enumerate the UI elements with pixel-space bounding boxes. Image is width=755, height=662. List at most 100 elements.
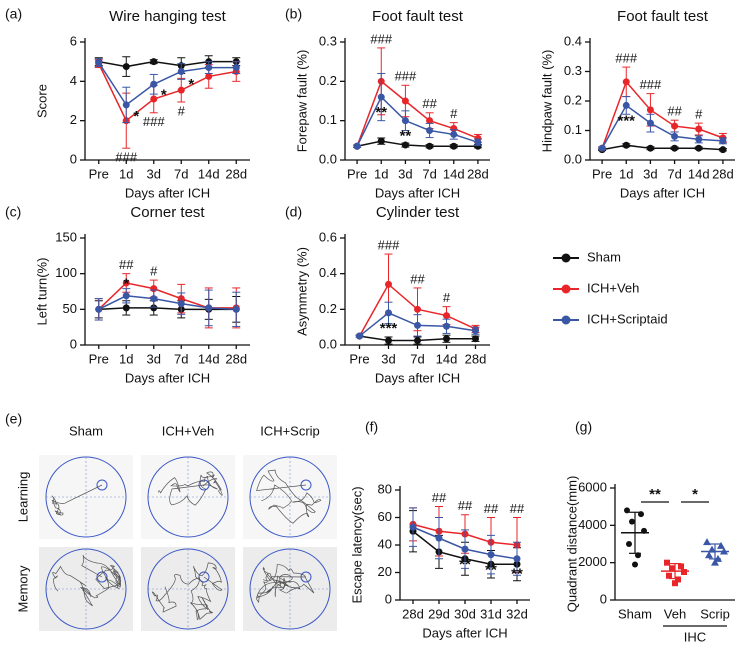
y-axis-label: Quadrant distance(mm) xyxy=(564,476,579,613)
data-point xyxy=(414,305,421,313)
swim-path xyxy=(52,554,122,607)
x-tick-label: 7d xyxy=(174,351,188,366)
y-axis-label: Escape latency(sec) xyxy=(349,486,364,603)
data-point xyxy=(646,106,654,114)
y-tick-label: 0.3 xyxy=(319,33,337,48)
data-point xyxy=(443,335,450,343)
data-point xyxy=(385,280,392,288)
data-point xyxy=(435,534,443,542)
legend-label: ICH+Scriptaid xyxy=(587,311,668,326)
legend-marker xyxy=(561,315,571,325)
data-point xyxy=(622,78,630,86)
significance-mark: ### xyxy=(378,237,400,252)
data-point xyxy=(678,563,684,570)
significance-mark: ** xyxy=(485,562,497,579)
significance-mark: # xyxy=(178,103,186,118)
x-tick-label: 1d xyxy=(374,166,388,181)
swim-path xyxy=(51,484,103,516)
data-point xyxy=(401,97,409,105)
data-point xyxy=(150,295,158,303)
significance-mark: ** xyxy=(459,556,471,573)
data-point xyxy=(675,576,681,583)
y-tick-label: 0.2 xyxy=(319,301,337,316)
data-point xyxy=(671,132,679,140)
x-tick-label: 28d xyxy=(225,351,247,366)
data-point xyxy=(150,80,158,88)
data-point xyxy=(122,292,130,300)
x-tick-label: 7d xyxy=(667,166,681,181)
legend-marker xyxy=(561,284,571,294)
x-tick-label: 3d xyxy=(147,351,161,366)
x-tick-label: 7d xyxy=(174,166,188,181)
data-point xyxy=(177,68,185,75)
x-tick-label: 32d xyxy=(506,606,528,621)
x-axis-label: Days after ICH xyxy=(620,185,705,200)
legend-label: Sham xyxy=(587,249,621,264)
data-point xyxy=(122,279,130,287)
significance-mark: ### xyxy=(640,77,662,92)
x-tick-label: 1d xyxy=(119,166,133,181)
y-tick-label: 0.4 xyxy=(319,265,337,280)
x-tick-label: 30d xyxy=(454,606,476,621)
sd-bar xyxy=(669,562,681,580)
sd-bar xyxy=(709,543,721,560)
x-tick-label: Pre xyxy=(592,166,612,181)
data-point xyxy=(205,304,213,312)
significance-mark: ### xyxy=(395,69,417,84)
series-line xyxy=(98,63,237,122)
panel-label: (f) xyxy=(365,419,378,435)
column-label: ICH+Veh xyxy=(162,423,214,438)
data-point xyxy=(672,580,678,587)
y-tick-label: 0.1 xyxy=(564,122,582,137)
data-point xyxy=(150,95,158,103)
data-point xyxy=(671,122,679,130)
x-tick-label: 7d xyxy=(422,166,436,181)
x-axis-label: Days after ICH xyxy=(375,370,460,385)
y-tick-label: 4 xyxy=(70,73,77,88)
platform xyxy=(300,479,312,491)
panel-label: (a) xyxy=(5,6,22,22)
y-tick-label: 0.6 xyxy=(319,229,337,244)
x-tick-label: 3d xyxy=(381,351,395,366)
significance-mark: ** xyxy=(649,486,661,503)
significance-mark: # xyxy=(443,290,451,305)
significance-mark: ## xyxy=(119,257,134,272)
data-point xyxy=(385,337,392,345)
significance-mark: ## xyxy=(510,501,525,516)
x-tick-label: 14d xyxy=(198,166,220,181)
y-tick-label: 0.1 xyxy=(319,112,337,127)
data-point xyxy=(450,130,458,138)
significance-mark: ## xyxy=(484,501,499,516)
significance-mark: ** xyxy=(400,128,412,145)
data-point xyxy=(669,565,675,572)
x-axis-label: Days after ICH xyxy=(375,185,460,200)
x-tick-label: 1d xyxy=(119,351,133,366)
x-tick-label: Pre xyxy=(89,166,109,181)
x-tick-label: 1d xyxy=(619,166,633,181)
data-point xyxy=(472,327,479,335)
y-axis-label: Left turn(%) xyxy=(34,258,49,326)
significance-mark: *** xyxy=(617,112,635,129)
data-point xyxy=(95,305,103,313)
y-tick-label: 150 xyxy=(55,229,77,244)
significance-mark: # xyxy=(150,264,158,279)
y-tick-label: 60 xyxy=(378,509,392,524)
significance-mark: *** xyxy=(380,320,398,337)
data-point xyxy=(705,551,713,559)
data-point xyxy=(122,63,130,71)
data-point xyxy=(205,72,213,80)
data-point xyxy=(122,101,130,109)
data-point xyxy=(717,541,725,549)
x-tick-label: 28d xyxy=(402,606,424,621)
data-point xyxy=(513,555,521,563)
data-point xyxy=(666,572,672,579)
y-tick-label: 0.0 xyxy=(319,336,337,351)
y-tick-label: 0 xyxy=(70,336,77,351)
x-tick-label: 28d xyxy=(712,166,734,181)
x-tick-label: 3d xyxy=(398,166,412,181)
significance-mark: * xyxy=(123,276,129,293)
significance-mark: ### xyxy=(115,150,137,165)
y-tick-label: 0.2 xyxy=(319,73,337,88)
y-tick-label: 0.3 xyxy=(564,63,582,78)
